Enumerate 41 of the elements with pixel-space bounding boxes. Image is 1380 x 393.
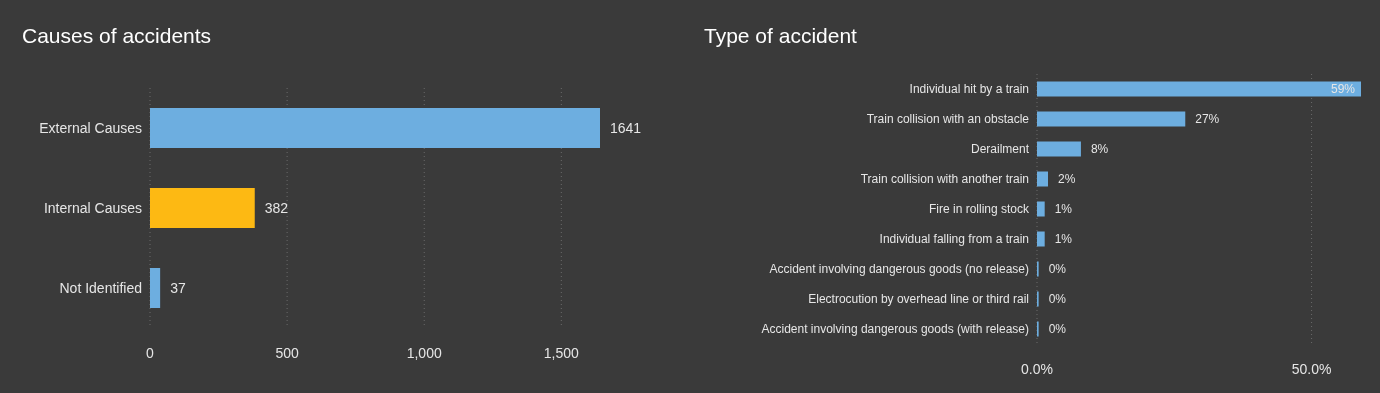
data-label: 2%	[1057, 172, 1076, 187]
bar	[1037, 111, 1186, 127]
bar	[150, 108, 600, 148]
bar	[150, 188, 255, 228]
bar	[1037, 141, 1081, 157]
bar	[1037, 201, 1045, 217]
y-tick-label: External Causes	[39, 119, 142, 136]
data-label: 8%	[1090, 142, 1109, 157]
bar	[1037, 231, 1045, 247]
y-tick-label: Train collision with another train	[860, 172, 1029, 187]
bar	[150, 268, 161, 308]
data-label: 37	[170, 279, 186, 296]
y-tick-label: Internal Causes	[43, 199, 142, 216]
bar	[1037, 81, 1361, 97]
data-label: 0%	[1048, 322, 1067, 337]
y-tick-label: Derailment	[970, 142, 1030, 157]
x-tick-label: 500	[275, 344, 299, 361]
chart-title: Causes of accidents	[22, 24, 212, 48]
data-label: 27%	[1195, 112, 1220, 127]
text: Type of accident	[704, 24, 857, 48]
data-label: 1%	[1054, 232, 1073, 247]
y-tick-label: Train collision with an obstacle	[866, 112, 1030, 127]
y-tick-label: Not Identified	[59, 279, 142, 296]
y-tick-label: Accident involving dangerous goods (no release)	[769, 262, 1029, 277]
data-label: 1641	[610, 119, 642, 136]
bar	[1037, 171, 1048, 187]
y-tick-label: Fire in rolling stock	[928, 202, 1030, 217]
y-tick-label: Individual hit by a train	[909, 82, 1029, 97]
x-tick-label: 1,000	[406, 344, 442, 361]
data-label: 382	[264, 199, 289, 216]
y-tick-label: Electrocution by overhead line or third rail	[808, 292, 1029, 307]
x-tick-label: 1,500	[543, 344, 580, 361]
x-tick-label: 0	[146, 344, 155, 361]
y-tick-label: Individual falling from a train	[879, 232, 1029, 247]
x-tick-label: 0.0%	[1021, 360, 1053, 377]
x-tick-label: 50.0%	[1291, 360, 1332, 377]
data-label: 0%	[1048, 262, 1067, 277]
data-label: 1%	[1054, 202, 1073, 217]
data-label: 0%	[1048, 292, 1067, 307]
data-label: 59%	[1330, 82, 1356, 97]
y-tick-label: Accident involving dangerous goods (with release)	[761, 322, 1029, 337]
